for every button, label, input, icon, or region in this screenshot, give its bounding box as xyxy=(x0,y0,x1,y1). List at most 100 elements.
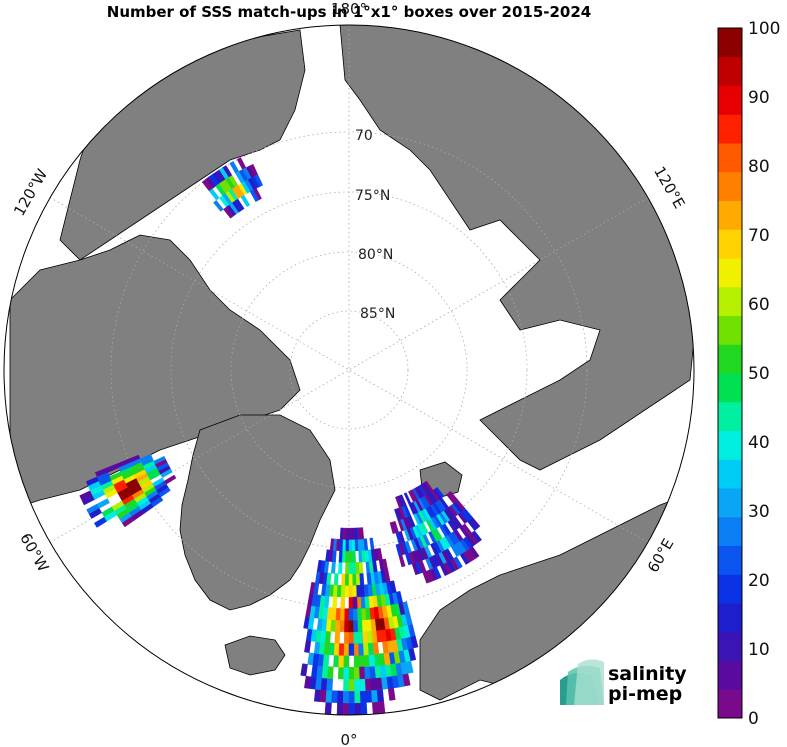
heatmap-cell xyxy=(320,677,328,691)
heatmap-cell xyxy=(357,631,364,644)
heatmap-cell xyxy=(338,655,345,668)
heatmap-cell xyxy=(348,643,355,656)
colorbar-tick-label: 20 xyxy=(748,571,770,591)
colorbar-segments xyxy=(718,28,742,719)
heatmap-cell xyxy=(223,206,234,219)
heatmap-cell xyxy=(384,569,391,583)
heatmap-cell xyxy=(340,585,346,598)
heatmap-cell xyxy=(352,596,358,609)
heatmap-cell xyxy=(341,573,346,586)
colorbar-tick-label: 30 xyxy=(748,502,770,522)
heatmap-cell xyxy=(340,596,346,609)
colorbar-segment xyxy=(718,315,742,345)
map-boundary xyxy=(3,24,695,716)
heatmap-cell xyxy=(352,585,358,598)
heatmap-cell xyxy=(369,537,375,550)
colorbar-tick-label: 10 xyxy=(748,640,770,660)
colorbar-tick-label: 50 xyxy=(748,364,770,384)
logo-wave-icon xyxy=(560,659,604,705)
colorbar-segment xyxy=(718,85,742,115)
heatmap-cell xyxy=(376,689,385,702)
heatmap-cells xyxy=(79,157,482,715)
heatmap-cell xyxy=(340,608,346,621)
heatmap-cell xyxy=(348,666,355,680)
heatmap-cell xyxy=(368,654,376,667)
lat-label-85: 85°N xyxy=(360,306,395,322)
colorbar-segment xyxy=(718,603,742,633)
lat-label-75: 75°N xyxy=(355,188,390,204)
lat-label-70: 70 xyxy=(355,128,373,144)
colorbar-segment xyxy=(718,373,742,403)
heatmap-cell xyxy=(240,194,251,208)
logo-line1: salinity xyxy=(608,663,687,685)
heatmap-cell xyxy=(358,561,364,574)
salinity-pimep-logo: salinity pi-mep xyxy=(560,659,687,705)
heatmap-cell xyxy=(348,527,353,540)
heatmap-cell xyxy=(357,619,363,633)
heatmap-cell xyxy=(348,619,354,633)
heatmap-cell xyxy=(345,562,350,575)
colorbar-tick-label: 60 xyxy=(748,295,770,315)
heatmap-cell xyxy=(344,573,350,586)
heatmap-cell xyxy=(345,550,350,563)
heatmap-cell xyxy=(377,547,383,561)
land-alaska xyxy=(59,29,306,261)
lat-circle-85 xyxy=(289,310,409,430)
heatmap-cell xyxy=(319,689,327,703)
heatmap-cell xyxy=(330,561,336,574)
colorbar-tick-label: 90 xyxy=(748,88,770,108)
heatmap-cell xyxy=(322,654,330,667)
heatmap-cell xyxy=(358,643,365,656)
heatmap-cell xyxy=(348,573,354,586)
heatmap-cell xyxy=(338,643,345,656)
heatmap-cell xyxy=(337,666,345,680)
colorbar: 0 10 20 30 40 50 60 70 80 90 100 xyxy=(717,19,780,729)
heatmap-cell xyxy=(348,562,353,575)
heatmap-cell xyxy=(158,487,171,498)
colorbar-tick-label: 70 xyxy=(748,226,770,246)
heatmap-cell xyxy=(333,643,340,656)
heatmap-cell xyxy=(348,585,354,598)
colorbar-segment xyxy=(718,574,742,604)
heatmap-cell xyxy=(348,596,354,609)
colorbar-frame xyxy=(717,27,743,719)
heatmap-cell xyxy=(342,690,350,704)
colorbar-segment xyxy=(718,56,742,86)
heatmap-cell xyxy=(359,527,365,540)
heatmap-cell xyxy=(399,494,407,507)
heatmap-cell xyxy=(364,678,372,691)
map-disk: 70 75°N 80°N 85°N 180° 0° 120°W 60°W 120… xyxy=(3,0,695,747)
colorbar-segment xyxy=(718,516,742,546)
heatmap-cell xyxy=(359,690,367,704)
heatmap-cell xyxy=(160,468,173,478)
land-iceland xyxy=(224,635,286,676)
heatmap-cell xyxy=(336,584,342,598)
heatmap-cell xyxy=(395,590,403,604)
heatmap-cell xyxy=(336,702,344,715)
heatmap-cell xyxy=(359,573,365,586)
heatmap-cell xyxy=(327,666,334,679)
heatmap-cell xyxy=(342,539,347,552)
heatmap-cell xyxy=(344,619,350,633)
colorbar-segment xyxy=(718,488,742,518)
heatmap-cell xyxy=(345,539,350,552)
heatmap-cell xyxy=(359,678,367,692)
colorbar-tick-label: 0 xyxy=(748,709,759,729)
heatmap-cell xyxy=(358,654,365,668)
heatmap-cell xyxy=(332,596,338,609)
heatmap-cell xyxy=(354,678,361,692)
heatmap-cell xyxy=(150,496,164,508)
heatmap-cell xyxy=(337,690,344,704)
heatmap-cell xyxy=(343,631,350,644)
chart-title: Number of SSS match-ups in 1°x1° boxes o… xyxy=(107,3,591,21)
colorbar-segment xyxy=(718,459,742,489)
heatmap-cell xyxy=(339,619,345,633)
heatmap-cell xyxy=(338,561,343,575)
heatmap-cell xyxy=(366,572,372,585)
heatmap-cell xyxy=(403,492,412,505)
heatmap-cell xyxy=(424,480,434,492)
heatmap-cell xyxy=(354,690,361,704)
heatmap-cell xyxy=(342,550,347,563)
heatmap-cell xyxy=(348,678,355,692)
colorbar-segment xyxy=(718,545,742,575)
